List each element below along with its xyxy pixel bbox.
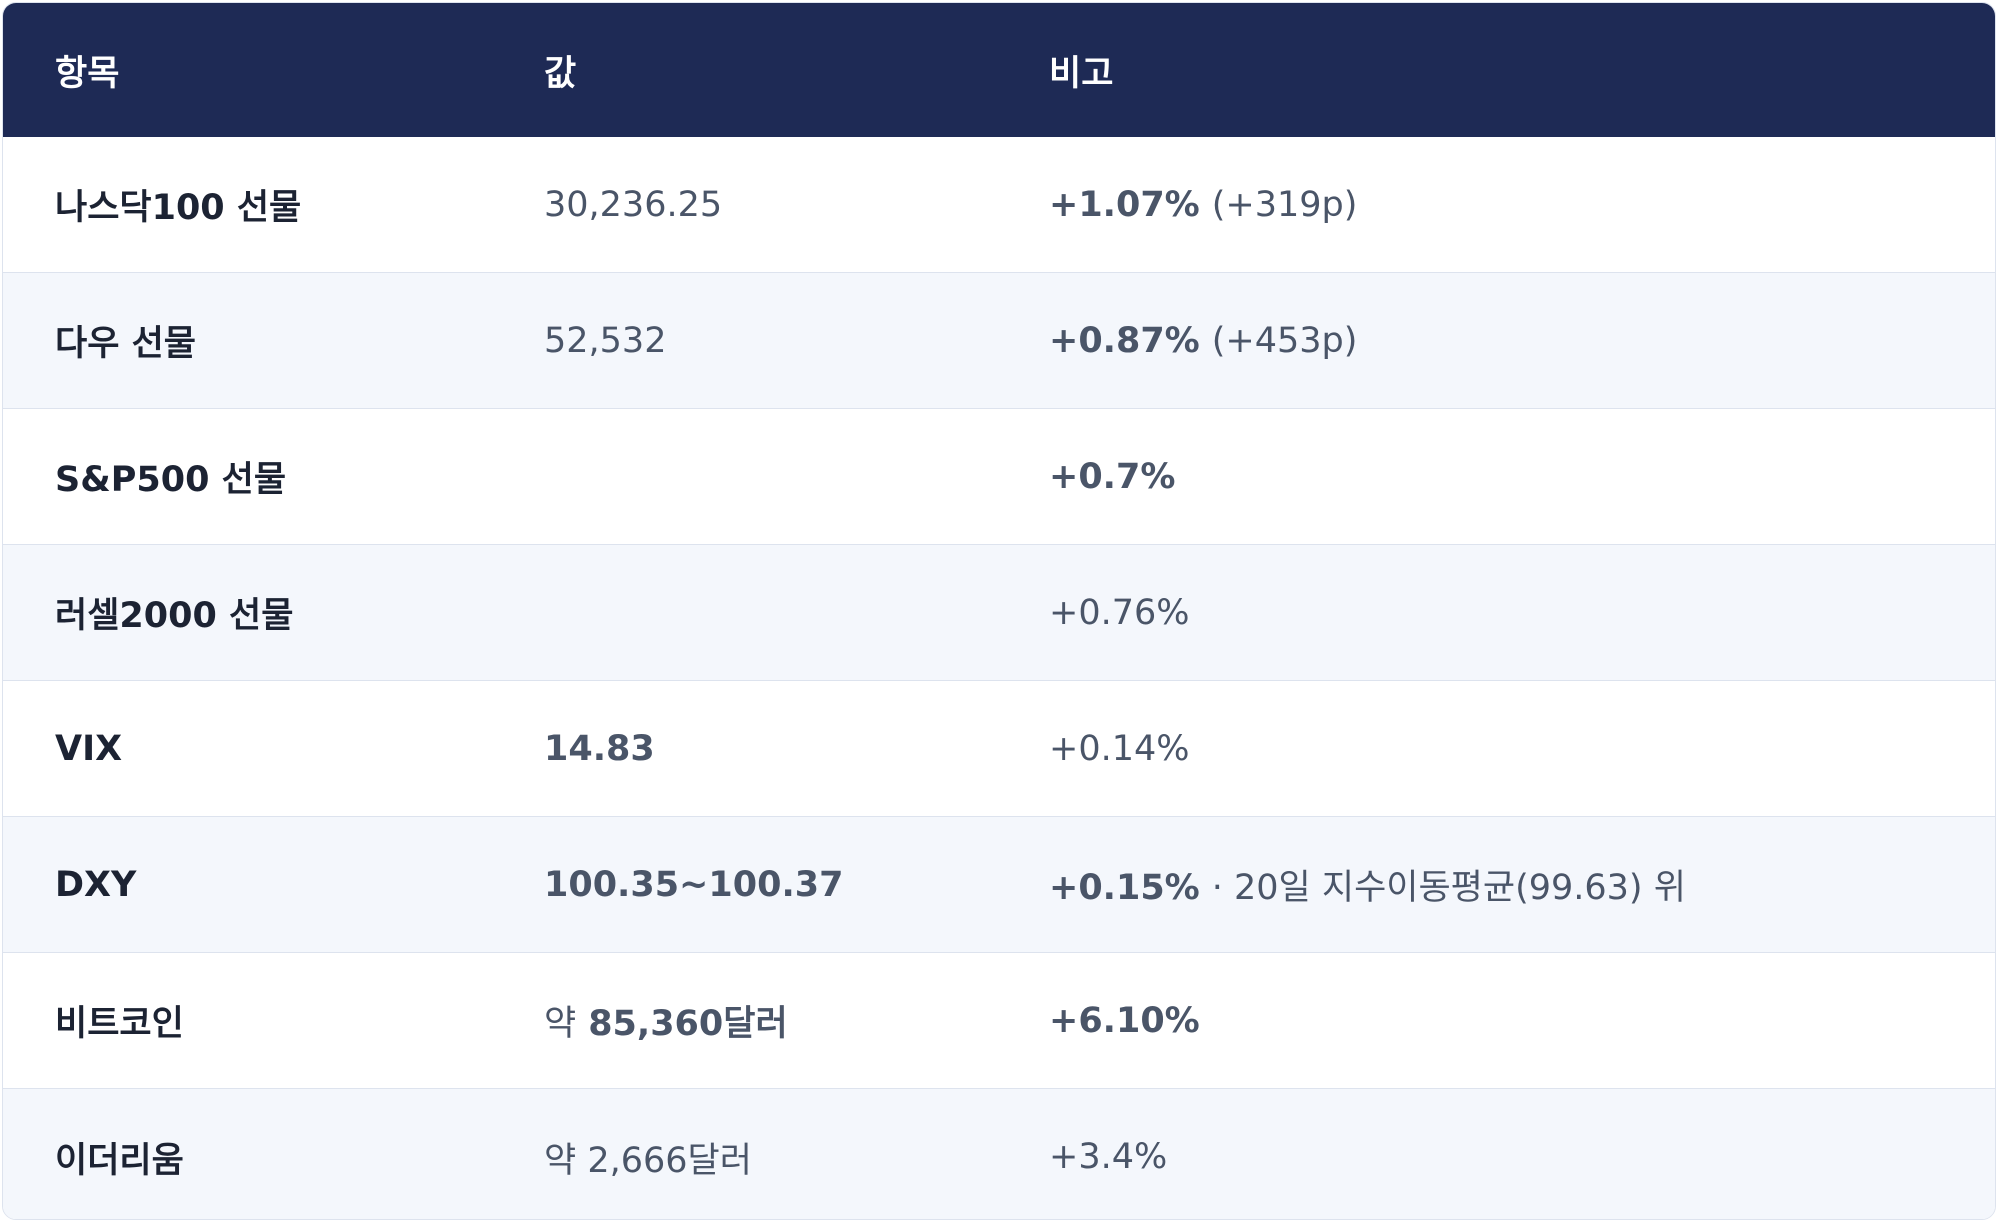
cell-text: · 20일 지수이동평균(99.63) 위 [1211, 868, 1686, 908]
header-row: 항목 값 비고 [3, 3, 1995, 137]
table-row: DXY 100.35~100.37 +0.15% · 20일 지수이동평균(99.63… [3, 817, 1995, 953]
header-cell: 항목 [55, 53, 120, 94]
cell-text: +3.4% [1049, 1137, 1168, 1177]
value-cell: 약 2,666달러 [544, 1132, 752, 1183]
value-cell: 52,532 [544, 321, 666, 361]
item-cell: 비트코인 [55, 1004, 184, 1044]
cell-text: +0.87% [1049, 320, 1200, 361]
value-cell: 100.35~100.37 [544, 865, 843, 905]
value-cell: 30,236.25 [544, 185, 722, 225]
table-row: 러셀2000 선물 +0.76% [3, 545, 1995, 681]
note-cell: +0.7% [1049, 457, 1175, 497]
item-cell: 다우 선물 [55, 324, 196, 364]
item-cell: S&P500 선물 [55, 460, 287, 500]
cell-text: +0.76% [1049, 592, 1190, 633]
value-cell: 14.83 [544, 729, 655, 769]
item-cell: VIX [55, 728, 123, 769]
note-cell: +0.87% (+453p) [1049, 321, 1357, 361]
note-cell: +0.15% · 20일 지수이동평균(99.63) 위 [1049, 859, 1686, 910]
table-row: 나스닥100 선물 30,236.25 +1.07% (+319p) [3, 137, 1995, 273]
note-cell: +0.14% [1049, 729, 1190, 769]
cell-text: 100.35~100.37 [544, 864, 844, 905]
item-cell: 러셀2000 선물 [55, 596, 294, 636]
cell-text: +6.10% [1049, 1000, 1200, 1041]
header-cell: 비고 [1049, 53, 1114, 94]
value-cell: 약 85,360달러 [544, 995, 788, 1046]
table-row: 이더리움 약 2,666달러 +3.4% [3, 1089, 1995, 1219]
cell-text: 52,532 [544, 320, 667, 361]
cell-text: 약 [544, 1004, 577, 1044]
table-row: 다우 선물 52,532 +0.87% (+453p) [3, 273, 1995, 409]
note-cell: +1.07% (+319p) [1049, 185, 1357, 225]
note-cell: +0.76% [1049, 593, 1190, 633]
table-row: S&P500 선물 +0.7% [3, 409, 1995, 545]
item-cell: 이더리움 [55, 1140, 184, 1181]
cell-text: (+453p) [1211, 320, 1358, 361]
cell-text: 약 2,666달러 [544, 1140, 752, 1181]
cell-text: 85,360달러 [588, 1004, 788, 1044]
table-row: VIX 14.83 +0.14% [3, 681, 1995, 817]
note-cell: +6.10% [1049, 1001, 1200, 1041]
item-cell: 나스닥100 선물 [55, 188, 302, 228]
table-row: 비트코인 약 85,360달러 +6.10% [3, 953, 1995, 1089]
item-cell: DXY [55, 864, 137, 905]
cell-text: +0.14% [1049, 728, 1190, 769]
note-cell: +3.4% [1049, 1137, 1167, 1177]
cell-text: +1.07% [1049, 184, 1200, 225]
cell-text: 30,236.25 [544, 184, 723, 225]
cell-text: 14.83 [544, 728, 655, 769]
header-cell: 값 [544, 53, 577, 94]
cell-text: +0.15% [1049, 868, 1200, 908]
cell-text: (+319p) [1211, 184, 1358, 225]
cell-text: +0.7% [1049, 456, 1176, 497]
